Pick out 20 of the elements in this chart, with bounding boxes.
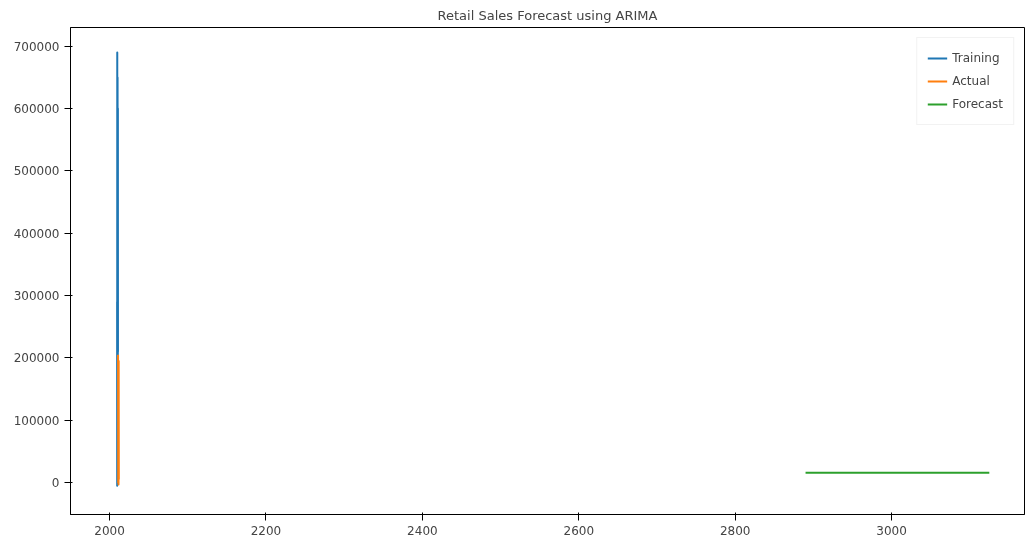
y-tick-label: 0 (51, 476, 60, 491)
x-tick-label: 3000 (876, 523, 907, 537)
y-tick-label: 600000 (13, 102, 60, 117)
x-tick-label: 2600 (563, 523, 595, 537)
legend-label: Training (952, 51, 1000, 65)
line-series (117, 353, 120, 486)
y-tick-label: 500000 (13, 164, 60, 179)
legend-label: Actual (952, 74, 990, 88)
x-tick-label: 2400 (407, 523, 438, 537)
y-tick-label: 300000 (13, 289, 60, 304)
chart-title: Retail Sales Forecast using ARIMA (437, 7, 658, 23)
x-tick-label: 2200 (250, 523, 282, 537)
x-tick-label: 2000 (94, 523, 125, 537)
y-tick-label: 400000 (13, 226, 60, 241)
line-series (116, 51, 119, 487)
y-tick-label: 700000 (13, 39, 60, 54)
legend-label: Forecast (952, 97, 1003, 111)
y-tick-label: 200000 (13, 351, 60, 366)
y-tick-label: 100000 (13, 413, 60, 428)
x-tick-label: 2800 (719, 523, 751, 537)
